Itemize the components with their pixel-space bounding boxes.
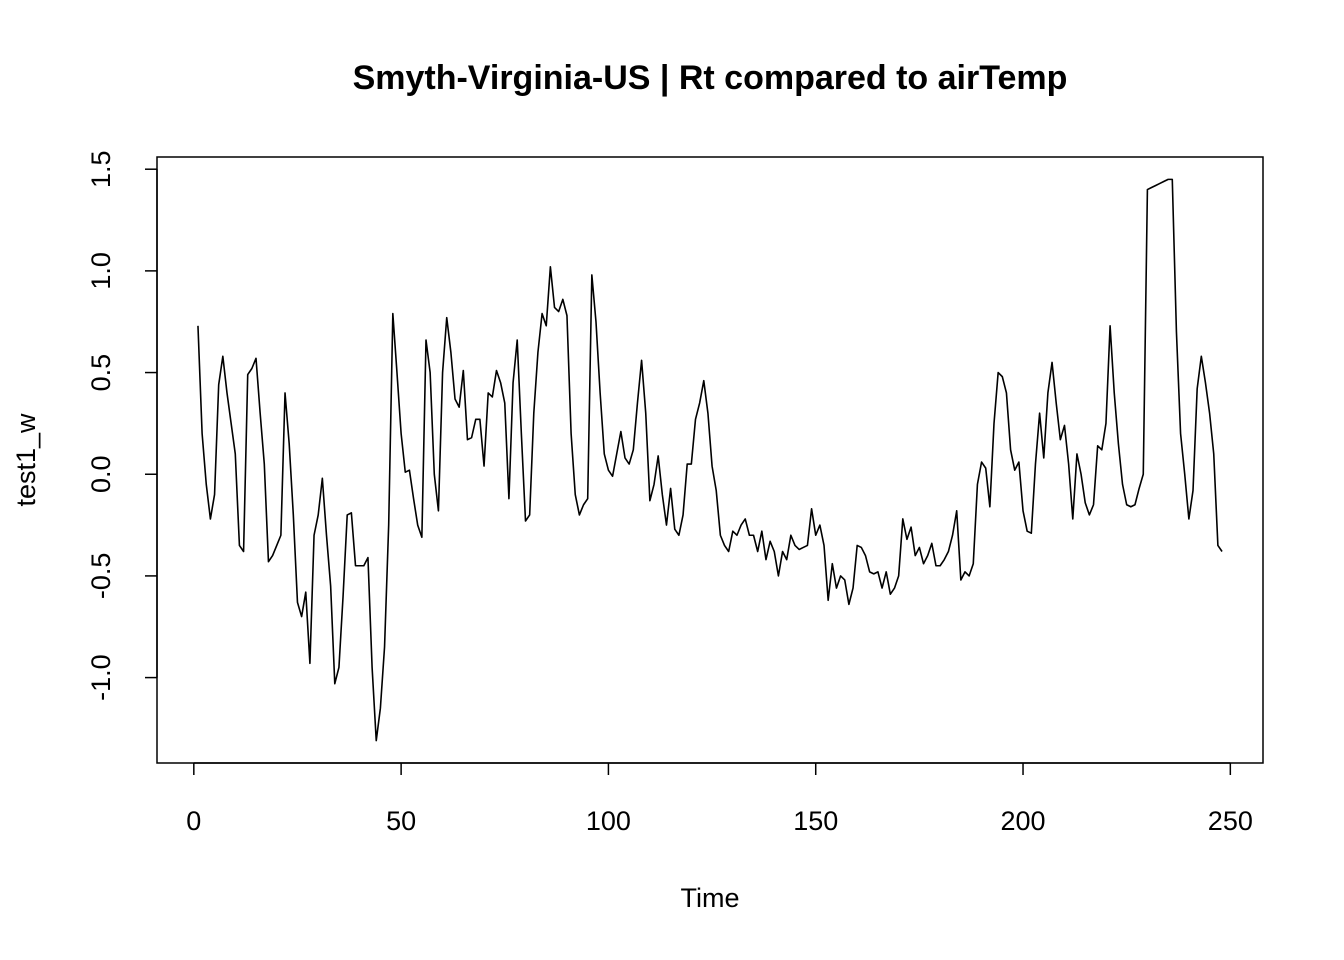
x-tick-label: 100 — [586, 806, 631, 836]
x-tick-label: 0 — [186, 806, 201, 836]
chart-title: Smyth-Virginia-US | Rt compared to airTe… — [353, 59, 1068, 97]
y-axis-label: test1_w — [11, 413, 41, 507]
y-tick-label: 0.5 — [86, 354, 116, 392]
x-axis-label: Time — [681, 883, 740, 913]
y-tick-label: 1.5 — [86, 150, 116, 188]
x-tick-label: 250 — [1208, 806, 1253, 836]
y-tick-label: 0.0 — [86, 455, 116, 493]
x-tick-label: 150 — [793, 806, 838, 836]
y-tick-label: -0.5 — [86, 553, 116, 600]
y-tick-label: 1.0 — [86, 252, 116, 290]
x-tick-label: 50 — [386, 806, 416, 836]
y-tick-label: -1.0 — [86, 654, 116, 701]
x-tick-label: 200 — [1000, 806, 1045, 836]
data-line — [197, 178, 1223, 742]
